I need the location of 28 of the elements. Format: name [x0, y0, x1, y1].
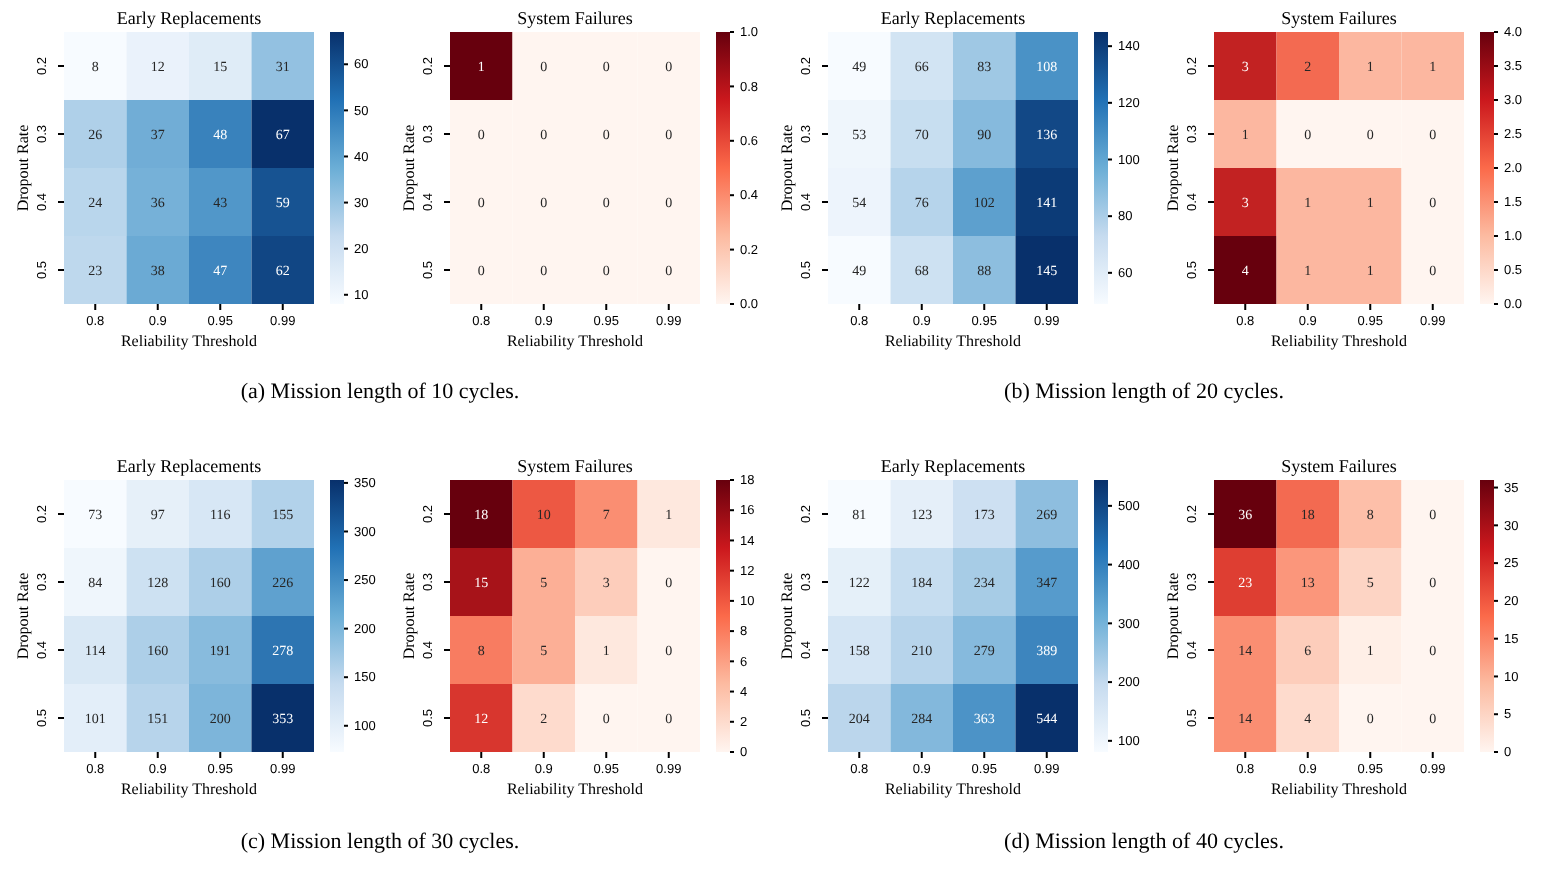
y-axis-title: Dropout Rate	[1164, 123, 1182, 212]
y-axis-title: Dropout Rate	[400, 571, 418, 660]
x-axis-title: Reliability Threshold	[1270, 332, 1408, 350]
chart-title: Early Replacements	[116, 456, 263, 476]
text: (a) Mission length of 10 cycles.	[240, 380, 520, 404]
y-axis-title: Dropout Rate	[778, 571, 796, 660]
y-axis-title: Dropout Rate	[14, 123, 32, 212]
chart-title: Early Replacements	[880, 456, 1027, 476]
x-axis-title: Reliability Threshold	[506, 332, 644, 350]
text: (c) Mission length of 30 cycles.	[240, 830, 520, 854]
chart-title: System Failures	[1281, 8, 1398, 28]
chart-title: System Failures	[517, 456, 634, 476]
chart-title: System Failures	[517, 8, 634, 28]
chart-title: System Failures	[1281, 456, 1398, 476]
text: (b) Mission length of 20 cycles.	[1004, 380, 1285, 404]
y-axis-title: Dropout Rate	[778, 123, 796, 212]
x-axis-title: Reliability Threshold	[884, 780, 1022, 798]
x-axis-title: Reliability Threshold	[120, 780, 258, 798]
x-axis-title: Reliability Threshold	[506, 780, 644, 798]
text: (d) Mission length of 40 cycles.	[1004, 830, 1285, 854]
y-axis-title: Dropout Rate	[400, 123, 418, 212]
x-axis-title: Reliability Threshold	[1270, 780, 1408, 798]
y-axis-title: Dropout Rate	[14, 571, 32, 660]
y-axis-title: Dropout Rate	[1164, 571, 1182, 660]
chart-title: Early Replacements	[880, 8, 1027, 28]
x-axis-title: Reliability Threshold	[120, 332, 258, 350]
x-axis-title: Reliability Threshold	[884, 332, 1022, 350]
chart-title: Early Replacements	[116, 8, 263, 28]
